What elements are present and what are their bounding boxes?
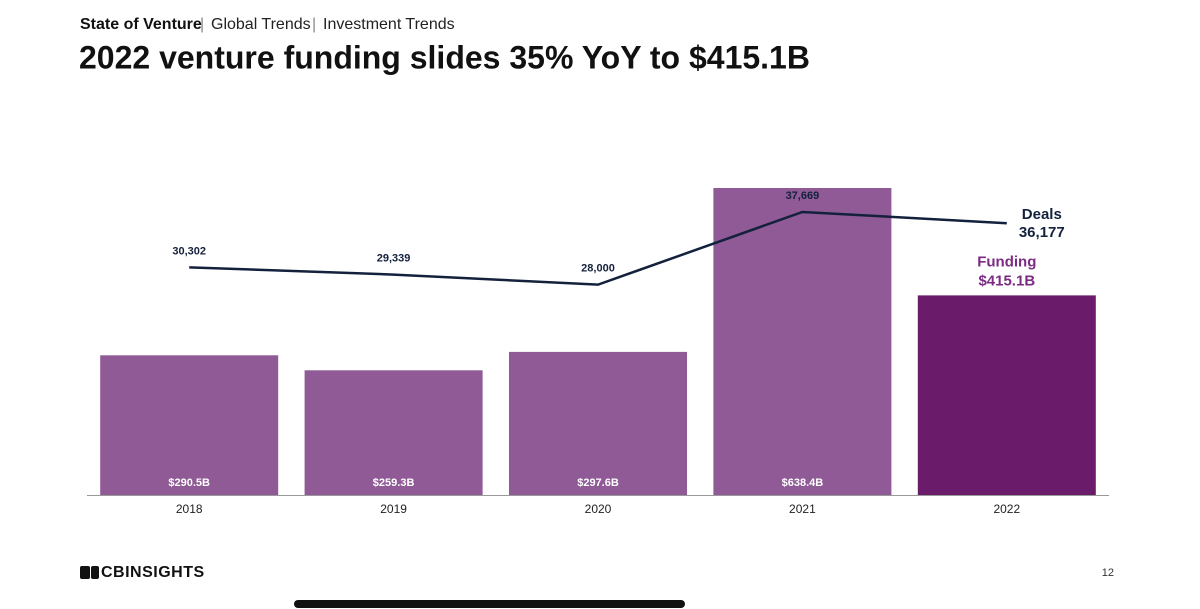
breadcrumb-item: State of Venture — [80, 16, 202, 33]
legend-label: Deals — [1022, 206, 1062, 223]
logo: CBINSIGHTS — [101, 564, 205, 581]
line — [189, 210, 1007, 286]
x-tick-label: 2018 — [176, 502, 203, 516]
x-tick-label: 2021 — [789, 502, 816, 516]
line-value-label: 29,339 — [377, 252, 411, 264]
x-tick-label: 2019 — [380, 502, 407, 516]
line-value-label: 28,000 — [581, 263, 615, 275]
page-number: 12 — [1102, 567, 1114, 579]
breadcrumb-item: Investment Trends — [323, 16, 455, 33]
separator: | — [200, 16, 204, 33]
legend-value-label: 36,177 — [1019, 224, 1065, 241]
bar — [713, 188, 892, 495]
bar-value-label: $259.3B — [373, 477, 415, 489]
bar — [917, 295, 1096, 495]
bar-value-label: $638.4B — [782, 477, 824, 489]
legend-label: Funding — [977, 253, 1036, 270]
line-value-label: 30,302 — [172, 245, 206, 257]
line-value-label: 37,669 — [786, 190, 820, 202]
separator: | — [312, 16, 316, 33]
logo-icon — [80, 566, 99, 579]
bar-value-label: $290.5B — [168, 477, 210, 489]
x-tick-label: 2022 — [993, 502, 1020, 516]
x-tick-label: 2020 — [585, 502, 612, 516]
legend-value-label: $415.1B — [978, 272, 1035, 289]
bar — [100, 355, 279, 495]
bar-value-label: $297.6B — [577, 477, 619, 489]
chart-title: 2022 venture funding slides 35% YoY to $… — [79, 39, 810, 75]
bar — [304, 370, 483, 495]
home-indicator — [294, 600, 685, 608]
bar — [509, 351, 687, 495]
breadcrumb-item: Global Trends — [211, 16, 311, 33]
